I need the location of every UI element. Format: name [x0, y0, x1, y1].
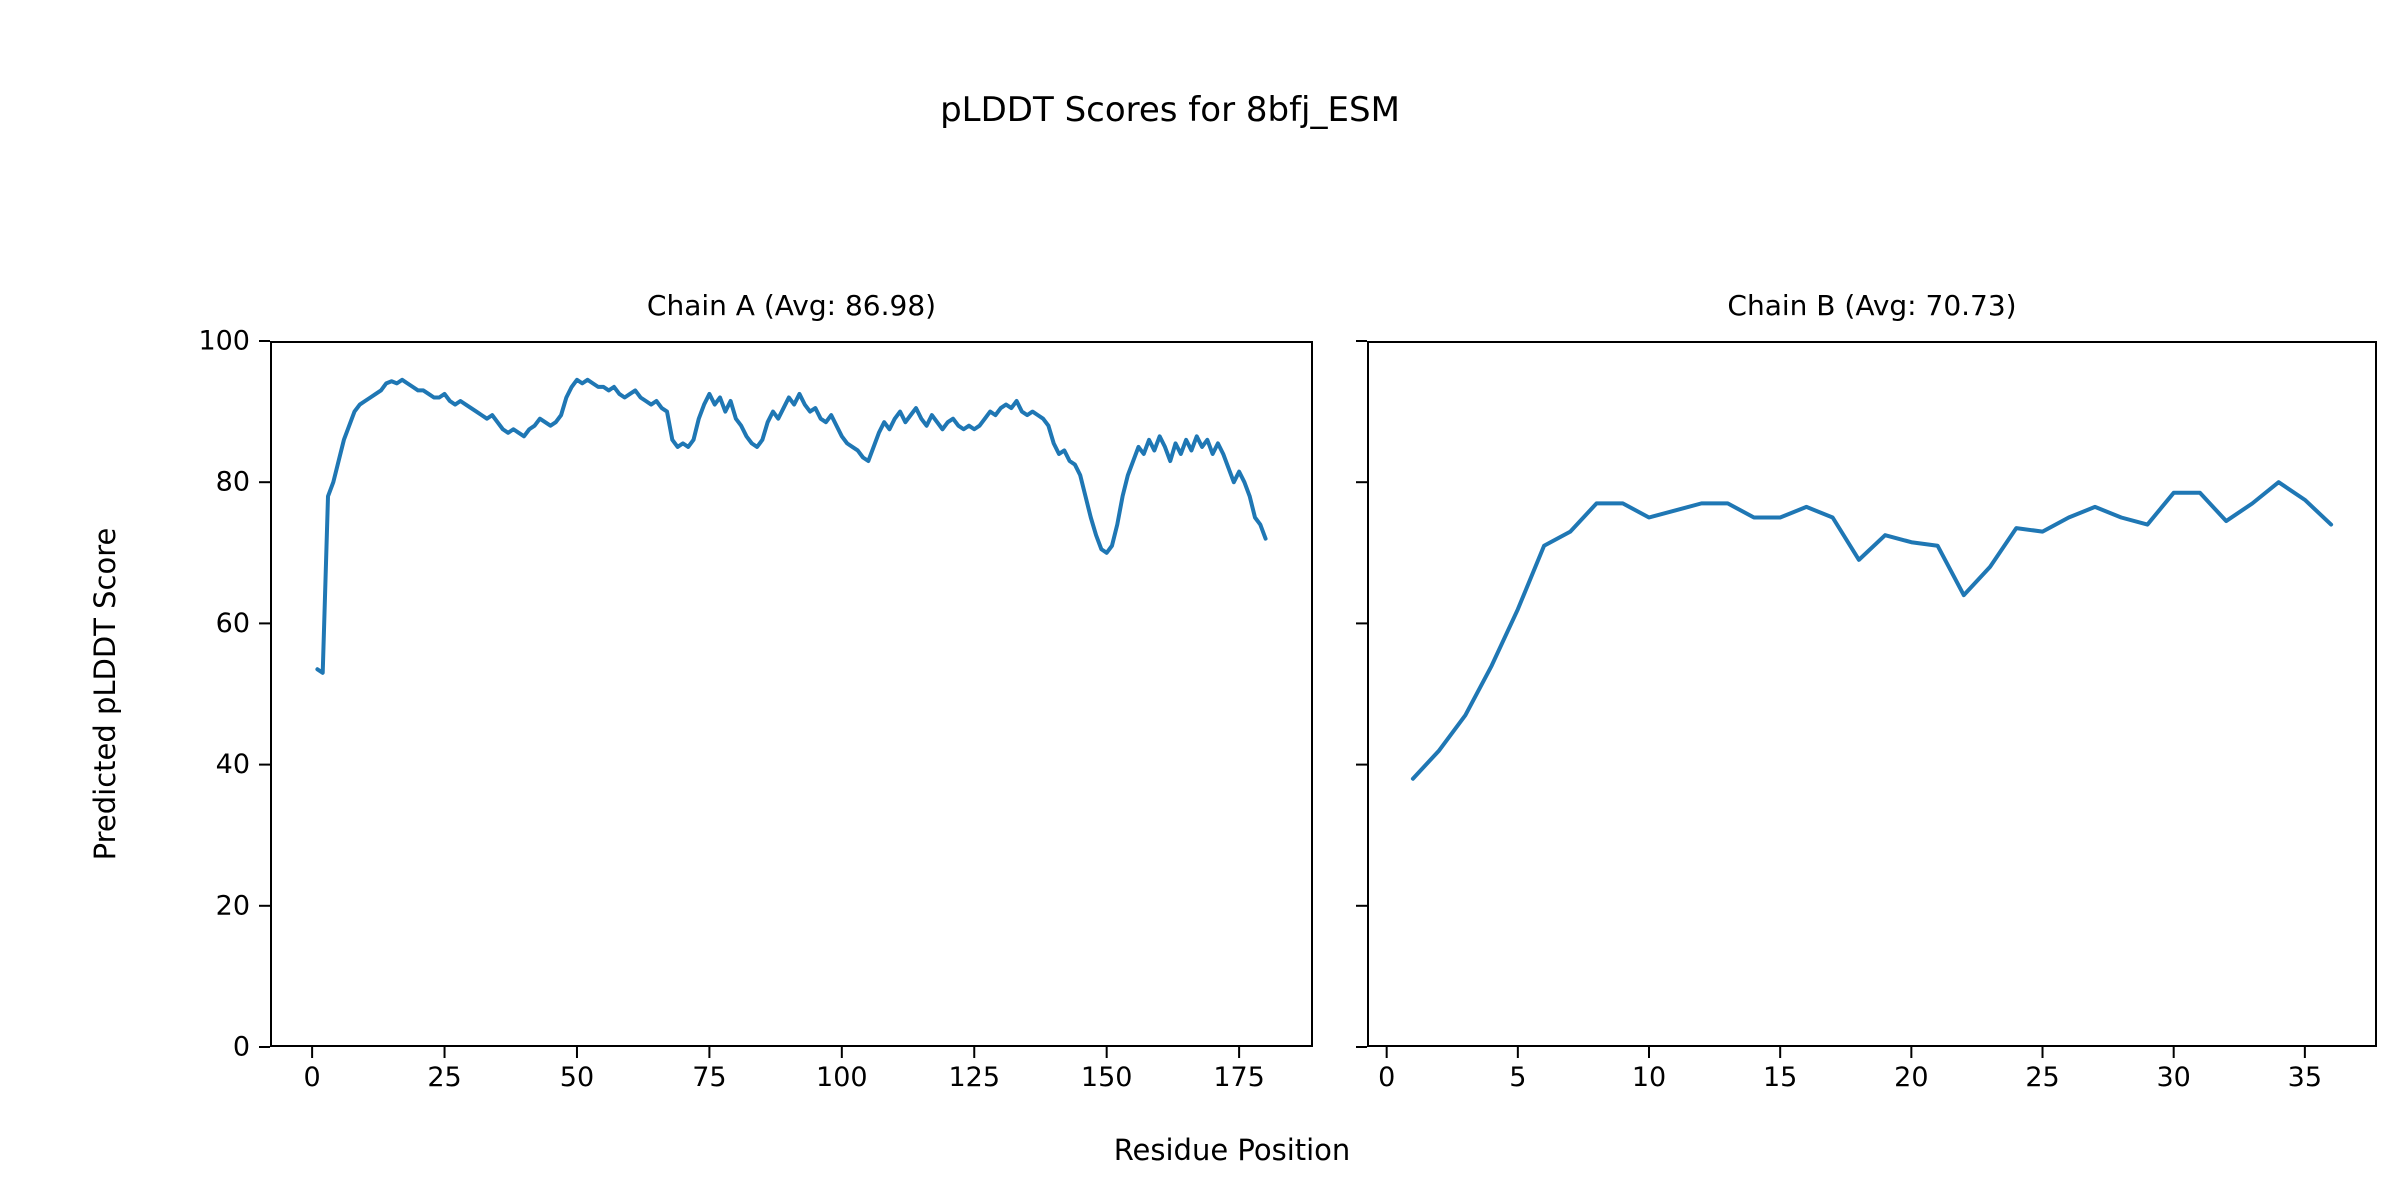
- svg-text:5: 5: [1509, 1062, 1526, 1093]
- figure-title: pLDDT Scores for 8bfj_ESM: [940, 90, 1400, 130]
- subplot-title-chain-b: Chain B (Avg: 70.73): [1727, 289, 2017, 322]
- x-axis-label: Residue Position: [1113, 1133, 1351, 1167]
- y-axis-label: Predicted pLDDT Score: [88, 527, 122, 861]
- subplot-chain-a: Chain A (Avg: 86.98) 0 25 50 75 100 125 150 175…: [198, 289, 1313, 1093]
- svg-text:40: 40: [216, 749, 250, 780]
- svg-text:25: 25: [2025, 1062, 2059, 1093]
- subplot-chain-b: Chain B (Avg: 70.73) 0 5 10 15 20 25 30 35: [1356, 289, 2377, 1093]
- svg-text:125: 125: [948, 1062, 1000, 1093]
- svg-text:100: 100: [198, 326, 250, 357]
- svg-text:20: 20: [1894, 1062, 1928, 1093]
- svg-text:75: 75: [692, 1062, 726, 1093]
- svg-text:80: 80: [216, 467, 250, 498]
- chain-b-line-chart: 0 5 10 15 20 25 30 35: [1356, 340, 2377, 1093]
- svg-text:60: 60: [216, 608, 250, 639]
- svg-text:150: 150: [1081, 1062, 1133, 1093]
- chain-a-line-chart: 0 25 50 75 100 125 150 175 0 20 40 60 80 100: [198, 326, 1313, 1093]
- svg-text:15: 15: [1763, 1062, 1797, 1093]
- svg-text:0: 0: [233, 1032, 250, 1063]
- svg-text:35: 35: [2288, 1062, 2322, 1093]
- svg-text:25: 25: [427, 1062, 461, 1093]
- svg-text:50: 50: [560, 1062, 594, 1093]
- svg-text:30: 30: [2157, 1062, 2191, 1093]
- subplot-title-chain-a: Chain A (Avg: 86.98): [646, 289, 937, 322]
- svg-text:100: 100: [816, 1062, 868, 1093]
- svg-text:175: 175: [1213, 1062, 1265, 1093]
- svg-text:10: 10: [1632, 1062, 1666, 1093]
- svg-text:0: 0: [304, 1062, 321, 1093]
- svg-text:0: 0: [1378, 1062, 1395, 1093]
- svg-text:20: 20: [216, 890, 250, 921]
